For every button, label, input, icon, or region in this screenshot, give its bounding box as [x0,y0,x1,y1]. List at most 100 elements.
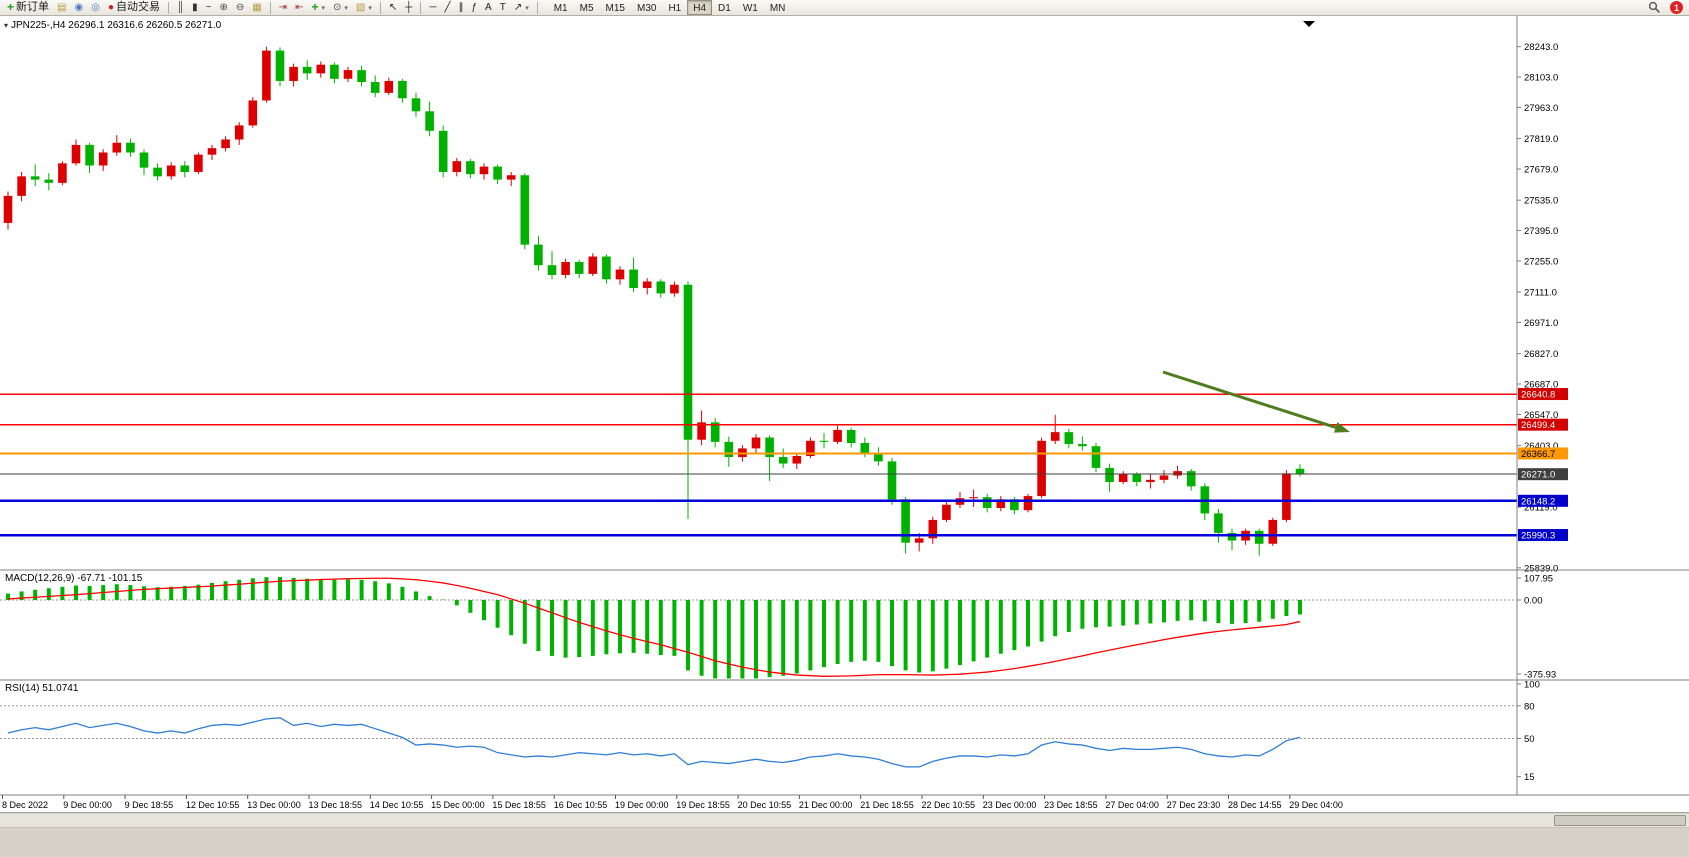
timeframe-w1-button[interactable]: W1 [742,3,758,14]
toolbar-separator [379,1,381,14]
collapse-icon[interactable]: ▾ [4,21,9,30]
svg-text:9 Dec 18:55: 9 Dec 18:55 [125,800,174,810]
new-order-button[interactable]: + 新订单 [3,0,53,15]
scrollbar-thumb[interactable] [1554,815,1686,826]
svg-text:13 Dec 18:55: 13 Dec 18:55 [309,800,363,810]
svg-text:28 Dec 14:55: 28 Dec 14:55 [1228,800,1282,810]
cursor-icon: ↖ [388,2,398,13]
svg-text:15: 15 [1524,772,1535,783]
svg-text:28243.0: 28243.0 [1524,42,1558,53]
indicators-button[interactable]: + ▾ [307,0,329,15]
crosshair-icon: ┼ [405,2,413,13]
svg-text:100: 100 [1524,680,1540,691]
crosshair-button[interactable]: ┼ [401,0,416,15]
svg-text:9 Dec 00:00: 9 Dec 00:00 [63,800,112,810]
fibonacci-button[interactable]: ƒ [467,0,481,15]
timeframe-h1-button[interactable]: H1 [668,3,682,14]
horizontal-line-button[interactable]: ─ [425,0,440,15]
timeframe-m30-button[interactable]: M30 [636,3,657,14]
svg-text:27535.0: 27535.0 [1524,196,1558,207]
svg-text:80: 80 [1524,701,1535,712]
main-toolbar: + 新订单 ▤ ◉ ◎ ● 自动交易 ║ ▮ ~ ⊕ ⊖ ▦ ⇥ ⇤ + ▾ ⊙ ▾ ▨ ▾ ↖ ┼ ─ ╱ ∥ ƒ A T ↗ ▾ M1 M5… [0,0,1689,16]
svg-text:27819.0: 27819.0 [1524,134,1558,145]
chart-shift-button[interactable]: ⇤ [291,0,307,15]
shapes-button[interactable]: ↗ ▾ [510,0,533,15]
timeframe-m5-button[interactable]: M5 [579,3,594,14]
zoom-out-button[interactable]: ⊖ [232,0,248,15]
text-icon: A [485,2,492,13]
timeframe-m1-button[interactable]: M1 [553,3,568,14]
zoom-in-button[interactable]: ⊕ [215,0,231,15]
timeframe-d1-button[interactable]: D1 [718,3,731,14]
new-order-label: 新订单 [16,1,50,13]
svg-text:21 Dec 00:00: 21 Dec 00:00 [799,800,853,810]
svg-text:26403.0: 26403.0 [1524,441,1558,452]
svg-text:8 Dec 2022: 8 Dec 2022 [2,800,48,810]
timeframe-h4-button[interactable]: H4 [687,0,713,15]
toolbar-separator [167,1,169,14]
notification-badge[interactable]: 1 [1670,1,1683,14]
svg-text:27 Dec 23:30: 27 Dec 23:30 [1167,800,1221,810]
search-button[interactable] [1644,0,1665,15]
svg-text:0.00: 0.00 [1524,596,1543,607]
price-axis[interactable]: 28243.0 28103.0 27963.0 27819.0 27679.0 27535… [1517,42,1558,574]
horizontal-price-lines[interactable] [0,393,1517,537]
candlestick-chart-button[interactable]: ▮ [188,0,202,15]
candlesticks [3,46,1305,556]
svg-text:27963.0: 27963.0 [1524,103,1558,114]
trendline-button[interactable]: ╱ [440,0,454,15]
toolbar-separator [420,1,422,14]
label-icon: T [499,2,506,13]
price-chart[interactable]: 28243.0 28103.0 27963.0 27819.0 27679.0 27535… [0,16,1689,812]
line-chart-button[interactable]: ~ [202,0,216,15]
chart-background [0,16,1689,812]
line-chart-icon: ~ [205,2,212,13]
toolbar-separator [536,1,538,14]
auto-scroll-button[interactable]: ⇥ [275,0,291,15]
charts-button[interactable]: ▤ [53,0,70,15]
label-button[interactable]: T [496,0,510,15]
new-order-icon: + [7,0,15,14]
periods-button[interactable]: ⊙ ▾ [329,0,352,15]
svg-text:26547.0: 26547.0 [1524,410,1558,421]
svg-text:13 Dec 00:00: 13 Dec 00:00 [247,800,301,810]
templates-button[interactable]: ▨ ▾ [352,0,376,15]
horizontal-scrollbar[interactable] [0,814,1689,828]
svg-text:26271.0: 26271.0 [1521,470,1555,481]
profiles-icon: ◉ [74,2,84,13]
chart-shift-icon: ⇤ [295,2,304,13]
profiles-button[interactable]: ◉ [70,0,87,15]
trendline-icon: ╱ [444,2,451,13]
svg-text:27 Dec 04:00: 27 Dec 04:00 [1105,800,1159,810]
svg-text:26148.2: 26148.2 [1521,496,1555,507]
chevron-down-icon: ▾ [368,4,372,12]
toolbar-separator [269,1,271,14]
market-watch-button[interactable]: ◎ [87,0,104,15]
cursor-button[interactable]: ↖ [385,0,401,15]
macd-pane: 107.95 0.00 -375.93 [0,574,1556,681]
last-bar-marker-icon [1303,21,1315,27]
tile-windows-button[interactable]: ▦ [248,0,265,15]
timeframe-toolbar: M1 M5 M15 M30 H1 H4 D1 W1 MN [548,0,792,15]
svg-text:27111.0: 27111.0 [1524,288,1557,299]
time-axis[interactable]: 8 Dec 2022 9 Dec 00:00 9 Dec 18:55 12 Dec 1… [2,795,1343,810]
timeframe-mn-button[interactable]: MN [769,3,786,14]
svg-text:50: 50 [1524,734,1535,745]
timeframe-m15-button[interactable]: M15 [605,3,625,14]
svg-text:-375.93: -375.93 [1524,670,1556,681]
shapes-icon: ↗ [513,2,523,13]
chart-window[interactable]: 28243.0 28103.0 27963.0 27819.0 27679.0 27535… [0,16,1689,812]
trend-arrow-annotation[interactable] [1162,370,1350,433]
price-tags: 26640.8 26499.4 26366.7 26271.0 26148.2 25990… [1518,388,1568,542]
bar-chart-button[interactable]: ║ [173,0,188,15]
svg-text:14 Dec 10:55: 14 Dec 10:55 [370,800,424,810]
svg-text:16 Dec 10:55: 16 Dec 10:55 [554,800,608,810]
autotrading-button[interactable]: ● 自动交易 [104,0,164,15]
svg-text:26640.8: 26640.8 [1521,390,1555,401]
chevron-down-icon: ▾ [344,4,348,12]
channel-button[interactable]: ∥ [454,0,467,15]
toolbar-right-group: 1 [1644,0,1686,15]
svg-text:26119.0: 26119.0 [1524,503,1558,514]
text-button[interactable]: A [481,0,496,15]
svg-text:28103.0: 28103.0 [1524,73,1558,84]
